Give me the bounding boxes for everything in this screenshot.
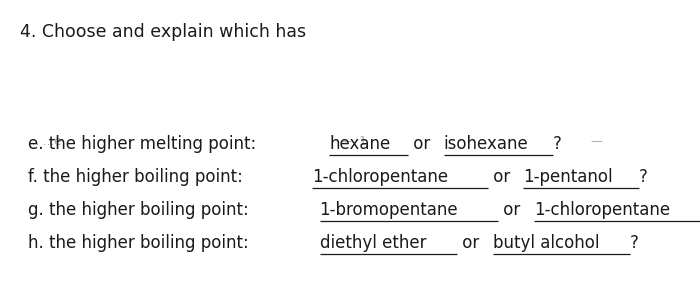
Text: h. the higher boiling point:: h. the higher boiling point:: [28, 234, 254, 252]
Text: hexane: hexane: [329, 135, 391, 153]
Text: e. the higher melting point:: e. the higher melting point:: [28, 135, 262, 153]
Text: f. the higher boiling point:: f. the higher boiling point:: [28, 168, 248, 186]
Text: 1-bromopentane: 1-bromopentane: [320, 201, 458, 219]
Text: —: —: [590, 135, 602, 148]
Text: isohexane: isohexane: [444, 135, 528, 153]
Text: ?: ?: [630, 234, 639, 252]
Text: diethyl ether: diethyl ether: [320, 234, 426, 252]
Text: butyl alcohol: butyl alcohol: [493, 234, 599, 252]
Text: —  1: — 1: [340, 135, 367, 148]
Text: 1-chloropentane: 1-chloropentane: [534, 201, 670, 219]
Text: or: or: [488, 168, 515, 186]
Text: 1-pentanol: 1-pentanol: [523, 168, 612, 186]
Text: or: or: [498, 201, 526, 219]
Text: ?: ?: [639, 168, 648, 186]
Text: or: or: [408, 135, 436, 153]
Text: 4. Choose and explain which has: 4. Choose and explain which has: [20, 23, 306, 41]
Text: g. the higher boiling point:: g. the higher boiling point:: [28, 201, 254, 219]
Text: or: or: [457, 234, 484, 252]
Text: ?: ?: [553, 135, 562, 153]
Text: 1-chloropentane: 1-chloropentane: [312, 168, 448, 186]
Text: ... ...e: ... ...e: [28, 135, 62, 148]
